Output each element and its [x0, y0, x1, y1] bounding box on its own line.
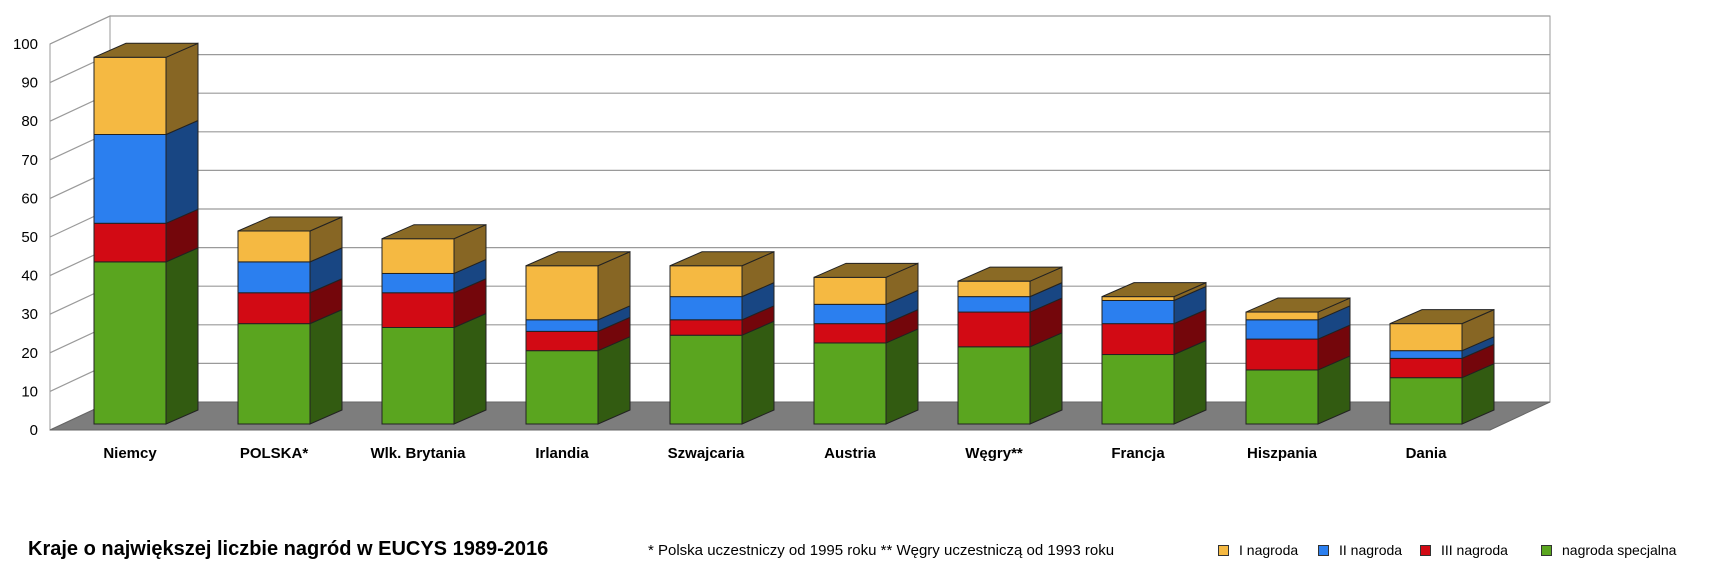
x-category-label: Węgry**	[965, 445, 1023, 462]
bar-top	[669, 251, 775, 267]
gridline	[49, 15, 1550, 45]
legend-swatch	[1218, 545, 1229, 556]
bar-segment-front	[1389, 377, 1463, 425]
legend-label: III nagroda	[1441, 542, 1508, 558]
bar-segment-side	[597, 335, 631, 425]
bar-segment-front	[525, 350, 599, 425]
chart-footer: Kraje o największej liczbie nagród w EUC…	[0, 528, 1718, 576]
legend-item: II nagroda	[1318, 542, 1402, 558]
bar-segment-front	[237, 230, 311, 263]
bar-segment-side	[309, 308, 343, 425]
y-tick-label: 20	[21, 345, 38, 362]
x-category-label: Irlandia	[535, 445, 589, 462]
bar-top	[957, 266, 1063, 282]
x-category-label: Austria	[824, 445, 876, 462]
bar-segment-front	[957, 296, 1031, 313]
x-category-label: Dania	[1406, 445, 1448, 462]
bar-top	[813, 262, 919, 278]
bar-segment-front	[813, 323, 887, 344]
legend-item: I nagroda	[1218, 542, 1298, 558]
legend-swatch	[1541, 545, 1552, 556]
bar-segment-front	[957, 311, 1031, 348]
legend-label: I nagroda	[1239, 542, 1299, 558]
bar-segment-front	[813, 342, 887, 425]
bar-segment-front	[1101, 296, 1175, 301]
bar-segment-side	[885, 328, 919, 425]
bar-top	[93, 42, 199, 58]
bar-segment-front	[237, 261, 311, 294]
bar-top	[1101, 282, 1207, 298]
bar-segment-front	[93, 261, 167, 425]
x-category-label: POLSKA*	[240, 445, 309, 462]
bar-segment-front	[525, 330, 599, 352]
bar-segment-side	[453, 312, 487, 425]
y-tick-label: 70	[21, 152, 38, 169]
bar-top	[1245, 297, 1351, 313]
bar-segment-side	[165, 119, 199, 225]
bar-segment-side	[741, 320, 775, 425]
bar-segment-front	[237, 323, 311, 425]
bar-segment-side	[1029, 332, 1063, 425]
y-tick-label: 40	[21, 268, 38, 285]
bar-segment-front	[669, 319, 743, 336]
bar-segment-front	[1245, 369, 1319, 425]
y-tick-label: 50	[21, 229, 38, 246]
x-category-label: Hiszpania	[1247, 445, 1318, 462]
legend-item: nagroda specjalna	[1541, 542, 1676, 558]
bar-segment-front	[1389, 323, 1463, 352]
bar-segment-front	[1389, 357, 1463, 379]
bar-segment-front	[381, 327, 455, 425]
y-tick-label: 90	[21, 75, 38, 92]
bar-segment-front	[93, 222, 167, 263]
bar-segment-front	[1101, 323, 1175, 356]
bar-segment-side	[165, 42, 199, 136]
bar-segment-front	[1245, 338, 1319, 371]
y-tick-label: 30	[21, 306, 38, 323]
bar-top	[1389, 309, 1495, 325]
bar-segment-front	[813, 303, 887, 325]
y-tick-label: 100	[13, 36, 38, 53]
bar-segment-side	[1173, 339, 1207, 425]
bar-segment-front	[381, 238, 455, 274]
bar-segment-front	[525, 265, 599, 321]
bar-segment-front	[525, 319, 599, 332]
bar-top	[237, 216, 343, 232]
bar-segment-front	[381, 292, 455, 329]
y-tick-label: 10	[21, 383, 38, 400]
x-category-label: Szwajcaria	[668, 445, 745, 462]
y-tick-label: 60	[21, 190, 38, 207]
legend-item: III nagroda	[1420, 542, 1508, 558]
bar-segment-front	[1101, 354, 1175, 425]
bar-segment-front	[669, 296, 743, 321]
bar-segment-side	[165, 247, 199, 425]
y-tick-label: 0	[30, 422, 38, 439]
bar-segment-front	[669, 334, 743, 425]
x-category-label: Wlk. Brytania	[370, 445, 466, 462]
legend-swatch	[1420, 545, 1431, 556]
bar-segment-front	[93, 56, 167, 135]
y-tick-label: 80	[21, 113, 38, 130]
bar-segment-front	[1245, 311, 1319, 321]
bar-segment-front	[93, 134, 167, 224]
bar-segment-front	[669, 265, 743, 298]
bar-segment-front	[381, 272, 455, 294]
bar-segment-front	[237, 292, 311, 325]
legend-label: nagroda specjalna	[1562, 542, 1677, 558]
legend-label: II nagroda	[1339, 542, 1403, 558]
bar-top	[525, 251, 631, 267]
bar-segment-front	[1245, 319, 1319, 340]
bar-segment-front	[957, 346, 1031, 425]
chart-footnote: * Polska uczestniczy od 1995 roku ** Węg…	[648, 542, 1115, 559]
bar-segment-front	[813, 276, 887, 305]
bar-segment-front	[1389, 350, 1463, 359]
x-category-label: Niemcy	[103, 445, 157, 462]
chart-title: Kraje o największej liczbie nagród w EUC…	[28, 538, 549, 560]
legend-swatch	[1318, 545, 1329, 556]
x-category-label: Francja	[1111, 445, 1165, 462]
bar-segment-front	[957, 280, 1031, 298]
bar-top	[381, 224, 487, 240]
bar-chart: 0 10 20 30 40 50 60 70 80 90 100 Niemcy POLSKA* Wlk. …	[13, 15, 1551, 462]
bar-segment-front	[1101, 299, 1175, 325]
